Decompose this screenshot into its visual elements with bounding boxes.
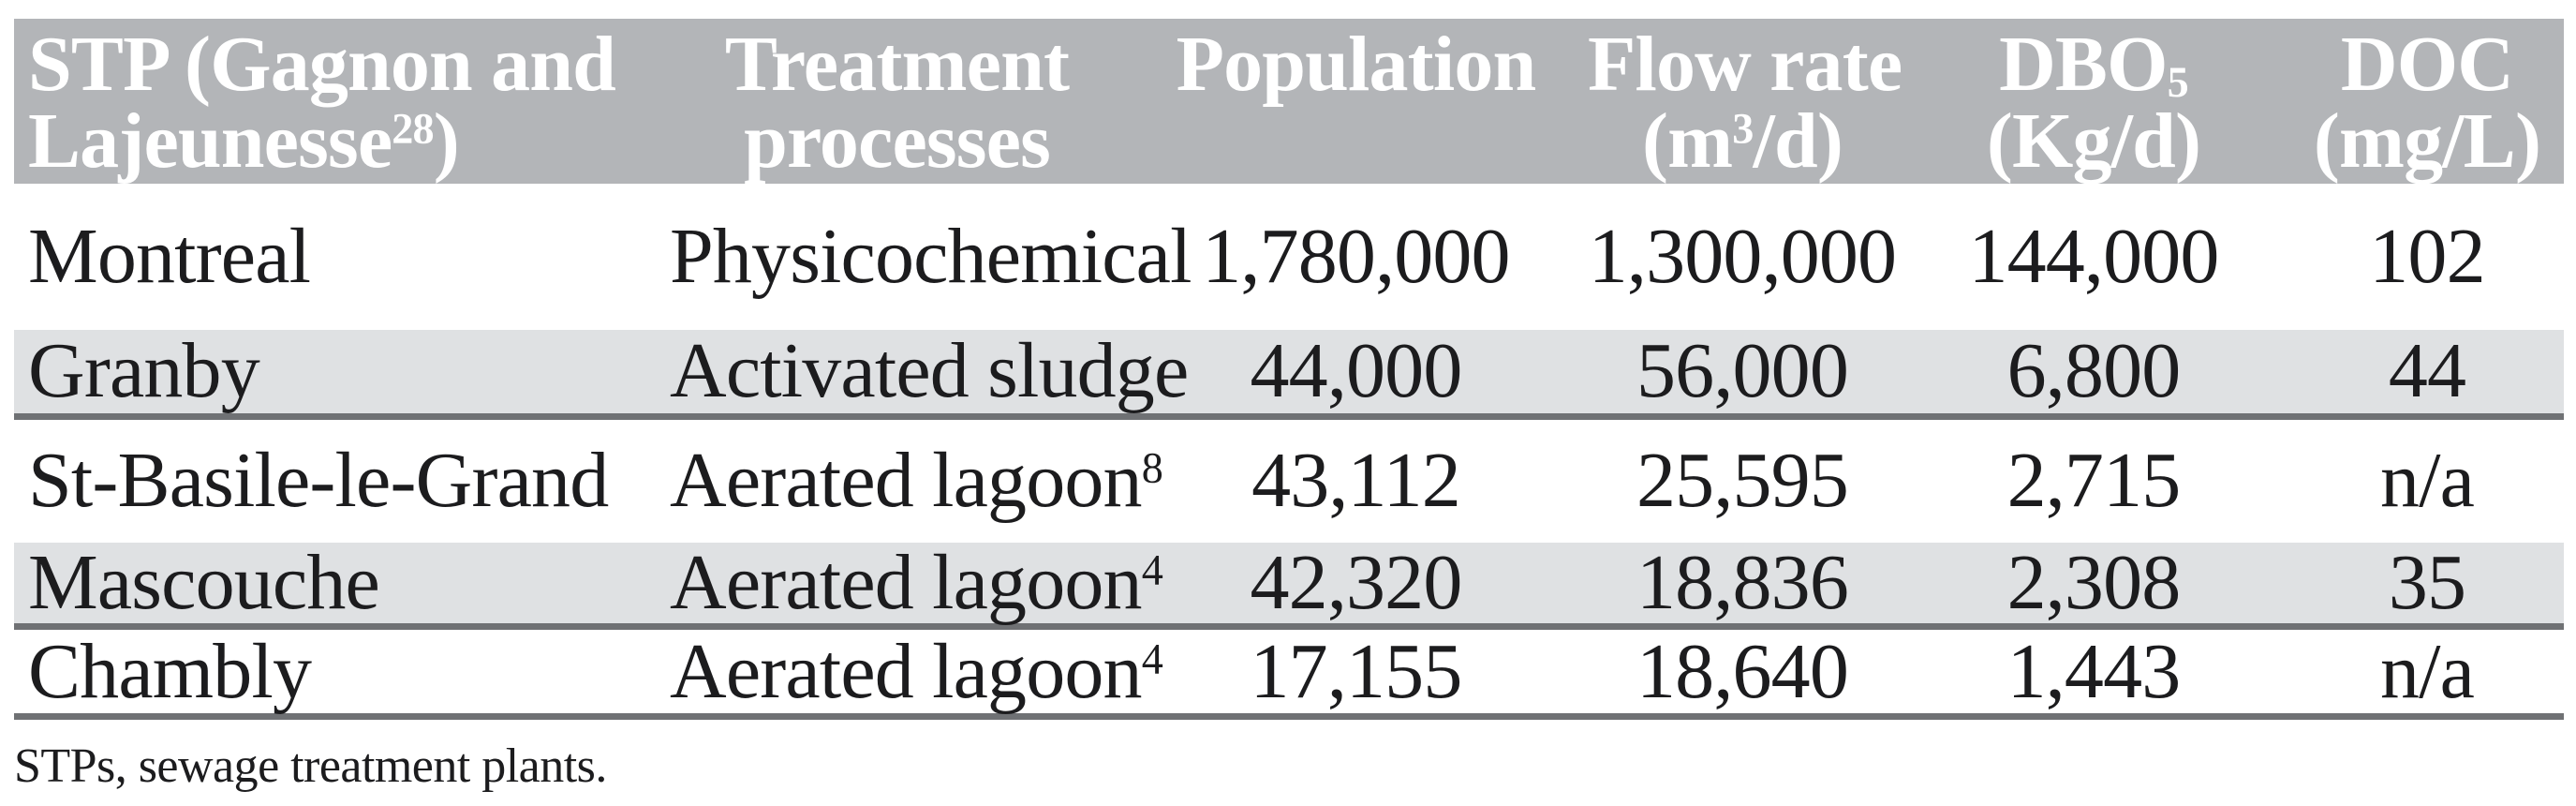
cell-flow-rate: 25,595 xyxy=(1636,437,1849,525)
cell-population: 1,780,000 xyxy=(1202,213,1510,300)
treatment-text: Aerated lagoon xyxy=(670,627,1143,715)
dbo5-subscript: 5 xyxy=(2167,57,2189,106)
cell-flow-rate: 56,000 xyxy=(1588,330,1897,420)
col-header-dbo5-unit: (Kg/d) xyxy=(1986,97,2201,185)
cell-doc: 44 xyxy=(2290,330,2564,420)
col-header-population-line1: Population xyxy=(1176,21,1537,108)
col-header-dbo5-base: DBO xyxy=(1999,21,2168,108)
cubed-superscript: 3 xyxy=(1732,104,1754,153)
cell-dbo5: 144,000 xyxy=(1968,213,2219,300)
col-header-flow-rate-line1: Flow rate xyxy=(1588,21,1902,108)
citation-superscript: 28 xyxy=(392,104,434,153)
cell-flow-rate: 18,836 xyxy=(1588,543,1897,630)
col-header-treatment: Treatment processes xyxy=(670,19,1124,184)
cell-treatment: Aerated lagoon8 xyxy=(670,416,1163,543)
col-header-flow-rate-unit-end: /d) xyxy=(1753,97,1843,185)
cell-doc: n/a xyxy=(2290,626,2564,720)
treatment-text: Aerated lagoon xyxy=(670,539,1143,626)
col-header-flow-rate-unit-open: (m xyxy=(1641,97,1733,185)
table-row-granby: Granby Activated sludge 44,000 56,000 6,… xyxy=(14,330,2564,420)
col-header-dbo5: DBO5 (Kg/d) xyxy=(1897,19,2290,184)
stp-table: STP (Gagnon and Lajeunesse28) Treatment … xyxy=(14,19,2564,720)
cell-stp: Montreal xyxy=(28,213,311,300)
cell-population: 42,320 xyxy=(1124,543,1588,630)
cell-treatment: Aerated lagoon4 xyxy=(670,626,1163,720)
cell-doc: 102 xyxy=(2369,213,2485,300)
cell-population: 44,000 xyxy=(1124,330,1588,420)
col-header-stp-line2-base: Lajeunesse xyxy=(28,97,392,185)
cell-population: 43,112 xyxy=(1251,437,1461,525)
col-header-population: Population xyxy=(1124,19,1588,184)
col-header-treatment-line2: processes xyxy=(744,97,1051,185)
treatment-text: Physicochemical xyxy=(670,213,1192,300)
cell-stp: St-Basile-le-Grand xyxy=(28,437,609,525)
treatment-superscript: 4 xyxy=(1141,634,1163,683)
treatment-superscript: 8 xyxy=(1141,443,1163,492)
cell-stp: Mascouche xyxy=(14,543,670,630)
cell-stp: Granby xyxy=(14,330,670,420)
col-header-dbo5-line1: DBO5 xyxy=(1897,25,2290,106)
table-row-st-basile: St-Basile-le-Grand Aerated lagoon8 43,11… xyxy=(14,416,2564,543)
col-header-doc-unit: (mg/L) xyxy=(2313,97,2541,185)
cell-doc: n/a xyxy=(2379,437,2475,525)
col-header-flow-rate: Flow rate (m3/d) xyxy=(1588,19,1902,184)
col-header-doc: DOC (mg/L) xyxy=(2290,19,2564,184)
treatment-text: Activated sludge xyxy=(670,327,1189,415)
col-header-treatment-line1: Treatment xyxy=(724,21,1070,108)
cell-stp: Chambly xyxy=(14,626,670,720)
table-footnote: STPs, sewage treatment plants. xyxy=(14,739,607,793)
col-header-stp-line2-end: ) xyxy=(433,97,460,185)
cell-flow-rate: 1,300,000 xyxy=(1588,213,1897,300)
table-row-mascouche: Mascouche Aerated lagoon4 42,320 18,836 … xyxy=(14,543,2564,630)
table-header-row: STP (Gagnon and Lajeunesse28) Treatment … xyxy=(14,19,2564,184)
col-header-flow-rate-line2: (m3/d) xyxy=(1588,102,1897,181)
cell-population: 17,155 xyxy=(1124,626,1588,720)
cell-treatment: Activated sludge xyxy=(670,330,1189,420)
cell-dbo5: 2,715 xyxy=(2006,437,2182,525)
cell-dbo5: 2,308 xyxy=(1897,543,2290,630)
cell-dbo5: 6,800 xyxy=(1897,330,2290,420)
cell-flow-rate: 18,640 xyxy=(1588,626,1897,720)
table-header: STP (Gagnon and Lajeunesse28) Treatment … xyxy=(14,19,2564,184)
cell-doc: 35 xyxy=(2290,543,2564,630)
cell-dbo5: 1,443 xyxy=(1897,626,2290,720)
col-header-stp-line2: Lajeunesse28) xyxy=(28,102,670,181)
treatment-superscript: 4 xyxy=(1141,545,1163,594)
col-header-stp: STP (Gagnon and Lajeunesse28) xyxy=(14,19,670,184)
treatment-text: Aerated lagoon xyxy=(670,437,1143,525)
cell-treatment: Physicochemical xyxy=(670,184,1192,330)
cell-treatment: Aerated lagoon4 xyxy=(670,543,1163,630)
col-header-doc-line1: DOC xyxy=(2340,21,2514,108)
table-row-chambly: Chambly Aerated lagoon4 17,155 18,640 1,… xyxy=(14,626,2564,720)
table-body: Montreal Physicochemical 1,780,000 1,300… xyxy=(14,184,2564,720)
col-header-stp-line1: STP (Gagnon and xyxy=(28,21,616,108)
table-row-montreal: Montreal Physicochemical 1,780,000 1,300… xyxy=(14,184,2564,330)
